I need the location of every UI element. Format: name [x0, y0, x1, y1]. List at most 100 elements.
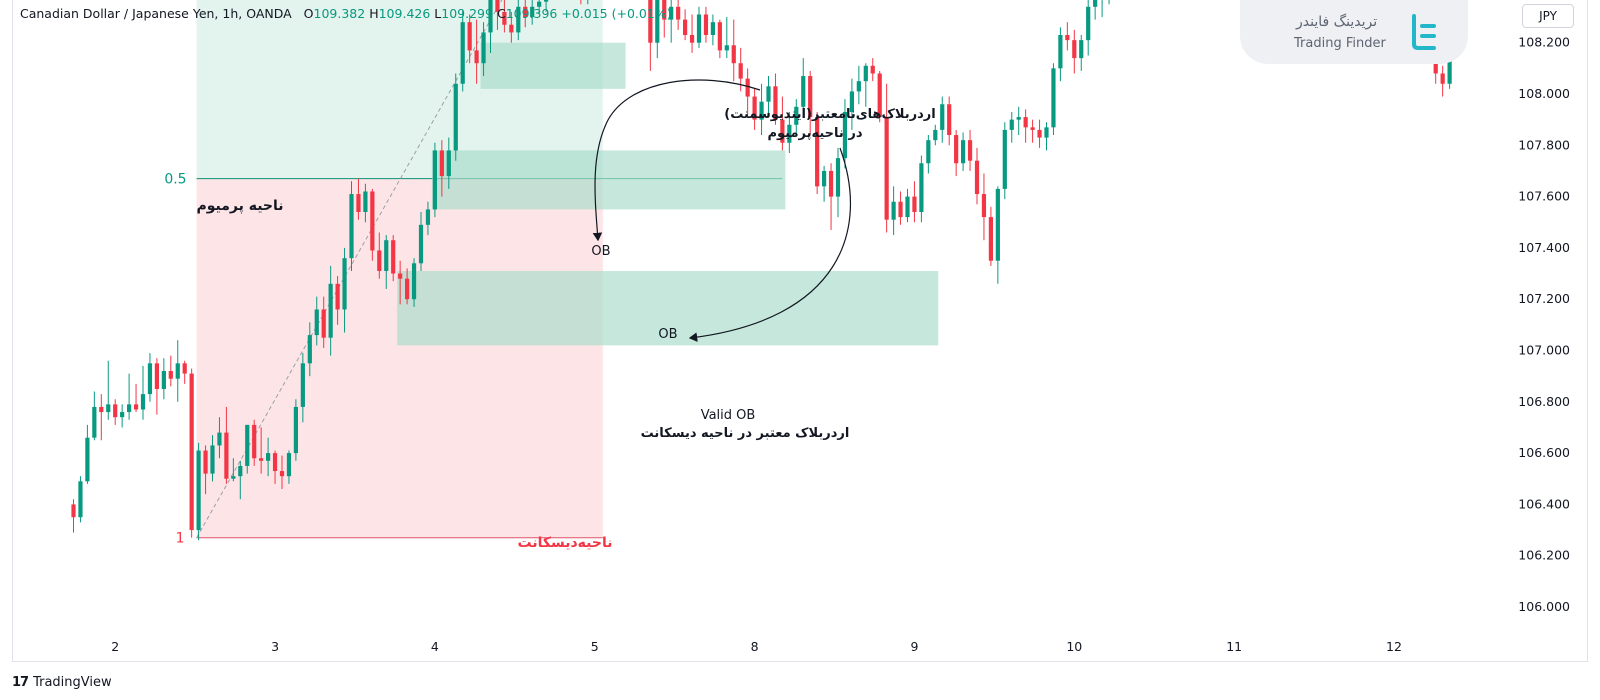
- order-block-label-1: OB: [591, 244, 610, 259]
- candle: [967, 129, 973, 171]
- candle: [460, 9, 465, 92]
- candle-body: [662, 0, 667, 20]
- candle-body: [835, 158, 841, 197]
- candle-body: [1037, 129, 1042, 138]
- price-tick: 108.200: [1518, 35, 1570, 50]
- candle: [314, 296, 319, 346]
- time-tick: 2: [111, 639, 119, 654]
- candle: [877, 70, 882, 123]
- candle-body: [696, 14, 702, 43]
- high-value: 109.426: [378, 6, 431, 21]
- candle-body: [1016, 117, 1021, 120]
- candle: [981, 173, 987, 241]
- candle-body: [189, 373, 194, 531]
- candle-body: [279, 471, 285, 477]
- candle-body: [210, 445, 215, 474]
- candle: [425, 201, 431, 236]
- candle-body: [182, 363, 187, 374]
- candle-body: [683, 19, 688, 36]
- candle-body: [954, 135, 959, 164]
- candle: [849, 78, 854, 130]
- candle-body: [530, 6, 535, 18]
- discount-zone-label: ناحیه‌دیسکانت: [518, 535, 613, 551]
- candle: [1009, 111, 1014, 143]
- tradingview-name: TradingView: [33, 675, 112, 690]
- brand-watermark: [1240, 0, 1468, 64]
- candle: [1108, 0, 1110, 5]
- candle: [710, 14, 715, 46]
- candle: [835, 147, 841, 218]
- annotation-line-1: اردربلاک‌های‌نامعتبر(اینديوسمنت): [724, 107, 935, 122]
- candle-body: [502, 11, 507, 25]
- candle: [961, 132, 966, 171]
- candle-body: [307, 335, 312, 364]
- price-tick: 108.000: [1518, 86, 1570, 101]
- candle: [120, 404, 125, 428]
- candle-body: [349, 194, 354, 259]
- candle: [1440, 65, 1445, 97]
- candle: [759, 83, 764, 136]
- candle-body: [161, 371, 166, 389]
- candle-body: [474, 50, 479, 64]
- candle: [509, 11, 514, 43]
- candle: [689, 14, 695, 53]
- candle: [217, 417, 222, 459]
- candle-body: [655, 0, 660, 43]
- candle: [349, 181, 354, 271]
- candle: [182, 360, 187, 384]
- candle: [1058, 27, 1063, 82]
- open-value: 109.382: [313, 6, 366, 21]
- candle-body: [418, 224, 424, 264]
- candle-body: [870, 65, 875, 74]
- valid-ob-label: Valid OB: [701, 408, 756, 423]
- candle-body: [905, 196, 910, 218]
- candle-body: [1440, 73, 1445, 84]
- candle: [127, 373, 132, 420]
- order-block-invalid-2: [431, 150, 786, 210]
- candle: [133, 383, 139, 413]
- candle: [530, 0, 535, 25]
- candle-body: [293, 406, 298, 454]
- candle: [822, 165, 827, 202]
- candle-body: [224, 432, 229, 479]
- candle: [933, 124, 938, 146]
- tradingview-logo[interactable]: 17 TradingView: [12, 675, 112, 690]
- candle: [683, 9, 688, 41]
- candle-body: [849, 91, 854, 112]
- candle-body: [961, 140, 966, 164]
- candle: [238, 460, 243, 500]
- candle-body: [460, 22, 465, 84]
- candle: [328, 265, 333, 356]
- candle: [85, 424, 90, 484]
- candle-body: [71, 504, 76, 518]
- candle-body: [912, 196, 917, 212]
- candle-body: [731, 45, 736, 64]
- price-tick: 106.400: [1518, 496, 1570, 511]
- candle-body: [217, 432, 222, 446]
- candle-body: [523, 6, 528, 18]
- candle: [808, 70, 813, 136]
- candle-body: [495, 0, 500, 12]
- candle-body: [537, 1, 542, 7]
- candle: [384, 235, 389, 289]
- candle-body: [85, 437, 90, 482]
- premium-zone-label: ناحیه پرمیوم: [196, 198, 283, 214]
- candle-body: [1044, 127, 1049, 138]
- tradingview-mark-icon: 17: [12, 675, 29, 690]
- order-block-label-2: OB: [658, 327, 677, 342]
- candle-body: [787, 124, 792, 143]
- annotation-line-2: در ناحیه‌پرمیوم: [767, 126, 862, 141]
- candle-body: [266, 453, 271, 461]
- candle: [842, 99, 848, 169]
- candle-body: [752, 96, 757, 120]
- candle: [113, 399, 118, 425]
- candle-body: [898, 201, 903, 218]
- candle-body: [377, 250, 382, 271]
- candle: [954, 129, 959, 177]
- candle-body: [815, 117, 820, 187]
- price-tick: 106.800: [1518, 394, 1570, 409]
- candle-body: [106, 404, 111, 413]
- candle-body: [863, 65, 868, 82]
- currency-label[interactable]: JPY: [1522, 4, 1574, 28]
